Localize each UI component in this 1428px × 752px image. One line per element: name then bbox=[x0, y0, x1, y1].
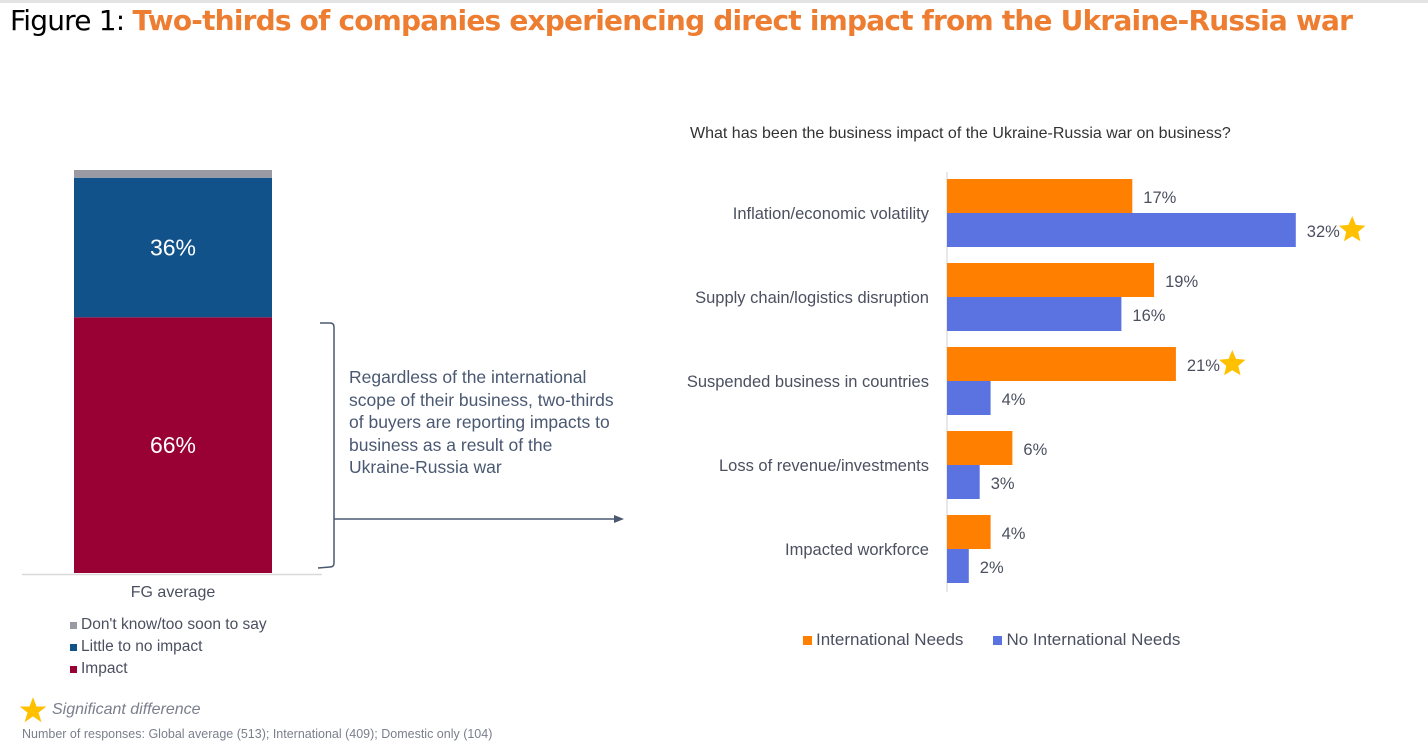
stacked-data-label: 66% bbox=[150, 432, 196, 458]
bar-data-label: 4% bbox=[1002, 391, 1026, 409]
bar-data-label: 32% bbox=[1307, 223, 1340, 241]
bracket bbox=[317, 322, 335, 569]
bar-data-label: 4% bbox=[1002, 525, 1026, 543]
stacked-legend: Don't know/too soon to say Little to no … bbox=[70, 614, 267, 680]
legend-label: Impact bbox=[81, 660, 128, 677]
bar-international bbox=[947, 431, 1013, 465]
legend-label: International Needs bbox=[816, 630, 964, 649]
stacked-segment-little-to-no-impact bbox=[74, 177, 272, 318]
star-icon bbox=[19, 697, 47, 723]
bar-international bbox=[947, 515, 991, 549]
legend-label: Little to no impact bbox=[81, 638, 203, 655]
bar-data-label: 21% bbox=[1187, 357, 1220, 375]
bar-chart-legend: International Needs No International Nee… bbox=[803, 630, 1210, 650]
legend-item-dont-know: Don't know/too soon to say bbox=[70, 614, 267, 636]
bar-no-international bbox=[947, 465, 980, 499]
legend-swatch bbox=[70, 665, 77, 673]
bar-chart-title: What has been the business impact of the… bbox=[690, 125, 1231, 142]
stacked-segment-impact bbox=[74, 317, 272, 573]
legend-item-no-international: No International Needs bbox=[993, 630, 1180, 650]
annotation-text: Regardless of the international scope of… bbox=[349, 367, 614, 477]
legend-item-international: International Needs bbox=[803, 630, 963, 650]
bar-data-label: 17% bbox=[1143, 189, 1176, 207]
star-icon bbox=[1338, 216, 1366, 242]
top-border bbox=[0, 0, 1428, 3]
arrow-head bbox=[614, 515, 624, 523]
bar-data-label: 19% bbox=[1165, 273, 1198, 291]
category-label: Supply chain/logistics disruption bbox=[695, 289, 929, 307]
category-label: Impacted workforce bbox=[785, 541, 929, 559]
bar-international bbox=[947, 347, 1176, 381]
legend-swatch bbox=[993, 635, 1003, 645]
legend-item-impact: Impact bbox=[70, 658, 267, 680]
stacked-data-label: 36% bbox=[150, 235, 196, 261]
bar-no-international bbox=[947, 549, 969, 583]
figure-title: Figure 1: Two-thirds of companies experi… bbox=[10, 4, 1353, 37]
bar-international bbox=[947, 263, 1155, 297]
legend-label: No International Needs bbox=[1006, 630, 1181, 649]
bar-data-label: 3% bbox=[991, 475, 1015, 493]
bar-no-international bbox=[947, 381, 991, 415]
bar-data-label: 2% bbox=[980, 559, 1004, 577]
figure-headline: Two-thirds of companies experiencing dir… bbox=[132, 4, 1353, 37]
bar-international bbox=[947, 179, 1133, 213]
bar-data-label: 6% bbox=[1023, 441, 1047, 459]
legend-item-little-impact: Little to no impact bbox=[70, 636, 267, 658]
bar-data-label: 16% bbox=[1132, 307, 1165, 325]
figure-prefix: Figure 1: bbox=[10, 4, 133, 37]
legend-swatch bbox=[70, 643, 77, 651]
category-label: Inflation/economic volatility bbox=[733, 205, 930, 223]
stacked-segment-don-t-know-too-soon-to-say bbox=[74, 170, 272, 178]
category-label: Suspended business in countries bbox=[687, 373, 929, 391]
legend-swatch bbox=[803, 635, 812, 645]
significance-label: Significant difference bbox=[52, 701, 201, 718]
significance-note: Significant difference bbox=[18, 696, 201, 724]
bar-no-international bbox=[947, 297, 1122, 331]
star-icon bbox=[1219, 350, 1246, 376]
legend-label: Don't know/too soon to say bbox=[81, 616, 267, 633]
stacked-category-label: FG average bbox=[130, 584, 216, 601]
category-label: Loss of revenue/investments bbox=[719, 457, 929, 475]
responses-note: Number of responses: Global average (513… bbox=[22, 727, 493, 741]
bar-no-international bbox=[947, 213, 1296, 247]
legend-swatch bbox=[70, 621, 77, 629]
